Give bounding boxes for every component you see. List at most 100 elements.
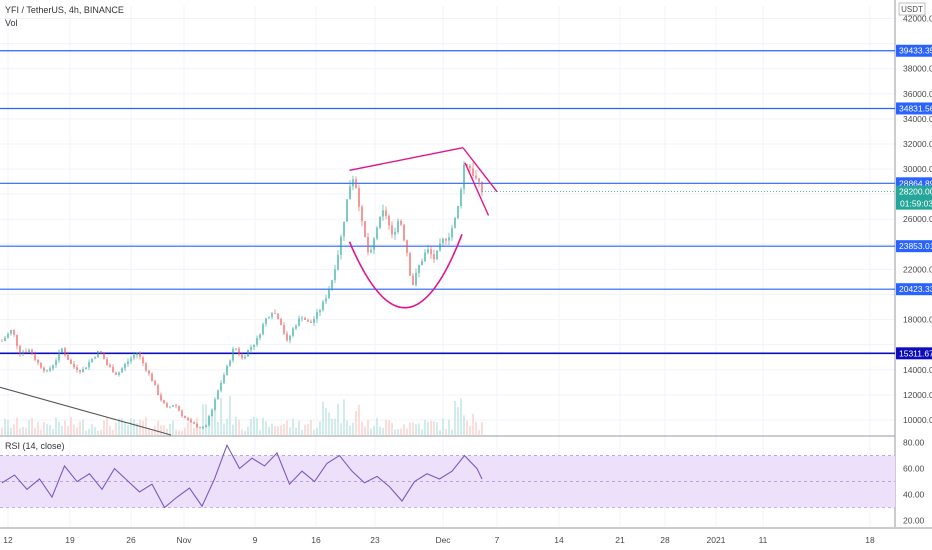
candle-body-101	[304, 317, 306, 320]
volume-bar-125	[376, 418, 378, 435]
candle-body-146	[439, 243, 441, 251]
volume-bar-104	[313, 429, 315, 435]
candle-body-3	[10, 330, 12, 334]
candle-body-83	[250, 346, 252, 350]
price-tick-label-8: 26000.00	[903, 214, 932, 224]
candle-body-125	[376, 227, 378, 239]
candle-body-63	[190, 420, 192, 423]
volume-bar-120	[361, 421, 363, 435]
volume-bar-74	[223, 423, 225, 435]
resistance-trendline[interactable]	[349, 147, 464, 172]
volume-bar-16	[49, 424, 51, 435]
pattern-drawings[interactable]	[0, 147, 498, 436]
candle-body-135	[406, 240, 408, 253]
price-tick-label-10: 30000.00	[903, 164, 932, 174]
wedge-lower-line[interactable]	[464, 162, 490, 216]
volume-bar-67	[202, 404, 204, 435]
volume-bar-78	[235, 416, 237, 435]
volume-bar-147	[442, 418, 444, 435]
rsi-label: RSI (14, close)	[5, 441, 65, 451]
volume-bar-42	[127, 425, 129, 435]
volume-bar-136	[409, 422, 411, 435]
volume-bar-140	[421, 429, 423, 435]
volume-bar-82	[247, 426, 249, 435]
candle-body-100	[301, 317, 303, 319]
candle-body-6	[19, 346, 21, 354]
volume-bar-83	[250, 418, 252, 435]
time-tick-label-5: 16	[311, 535, 321, 545]
volume-bar-36	[109, 425, 111, 435]
candle-body-90	[271, 313, 273, 318]
candle-body-139	[418, 265, 420, 273]
level-label-1: 34831.56	[899, 103, 932, 113]
volume-bars	[1, 396, 483, 435]
last-price-tag[interactable]	[896, 185, 932, 210]
time-axis[interactable]: 12 19 26 Nov 9 16 23 Dec 7 14 21 28 2021 11 18	[3, 535, 875, 545]
wedge-upper-line[interactable]	[462, 147, 498, 193]
candle-body-74	[223, 374, 225, 383]
volume-bar-27	[82, 419, 84, 435]
candle-body-7	[22, 351, 24, 354]
candle-body-118	[355, 179, 357, 189]
volume-bar-77	[232, 424, 234, 435]
volume-bar-88	[265, 421, 267, 435]
volume-bar-106	[319, 421, 321, 435]
candle-body-120	[361, 206, 363, 222]
candle-body-72	[217, 390, 219, 400]
candle-body-152	[457, 205, 459, 218]
candle-body-144	[433, 254, 435, 260]
volume-bar-38	[115, 422, 117, 435]
candle-body-45	[136, 352, 138, 356]
candle-body-48	[145, 363, 147, 371]
candle-body-4	[13, 330, 15, 335]
price-axis[interactable]: 39433.35 34831.56 28864.89 23853.01 20423.33…	[896, 14, 932, 526]
volume-bar-138	[415, 423, 417, 435]
cup-curve[interactable]	[348, 234, 463, 309]
candle-body-60	[181, 410, 183, 416]
volume-bar-4	[13, 424, 15, 435]
price-tick-label-0: 10000.00	[903, 415, 932, 425]
volume-bar-110	[331, 418, 333, 435]
volume-bar-84	[253, 417, 255, 435]
volume-bar-79	[238, 419, 240, 435]
long-term-trendline[interactable]	[0, 386, 172, 436]
volume-bar-14	[43, 421, 45, 435]
volume-bar-128	[385, 419, 387, 435]
candle-body-64	[193, 422, 195, 424]
volume-bar-135	[406, 428, 408, 435]
volume-bar-87	[262, 417, 264, 435]
volume-bar-102	[307, 424, 309, 435]
volume-bar-8	[25, 427, 27, 435]
candle-body-14	[43, 367, 45, 372]
candle-body-114	[343, 221, 345, 237]
volume-bar-115	[346, 420, 348, 435]
volume-bar-156	[469, 426, 471, 435]
candle-body-103	[310, 321, 312, 323]
volume-bar-10	[31, 418, 33, 435]
candle-body-78	[235, 348, 237, 350]
volume-bar-85	[256, 418, 258, 435]
volume-bar-137	[412, 422, 414, 435]
rsi-tick-label-3: 80.00	[903, 438, 925, 448]
time-tick-label-12: 2021	[707, 535, 726, 545]
volume-bar-70	[211, 414, 213, 435]
level-tag-0	[896, 44, 932, 57]
volume-bar-41	[124, 421, 126, 435]
volume-bar-39	[118, 418, 120, 435]
candle-body-97	[292, 328, 294, 336]
horizontal-levels[interactable]	[0, 50, 895, 355]
last-price-label: 28200.00	[899, 187, 932, 197]
volume-bar-111	[334, 418, 336, 435]
currency-badge[interactable]	[898, 2, 926, 16]
level-label-0: 39433.35	[899, 46, 932, 56]
volume-bar-25	[76, 427, 78, 435]
candle-body-62	[187, 417, 189, 421]
volume-bar-80	[241, 429, 243, 435]
candle-body-98	[295, 325, 297, 329]
candle-body-80	[241, 354, 243, 359]
candle-body-82	[247, 349, 249, 357]
volume-bar-59	[178, 430, 180, 435]
volume-bar-60	[181, 430, 183, 435]
time-tick-label-0: 12	[3, 535, 13, 545]
